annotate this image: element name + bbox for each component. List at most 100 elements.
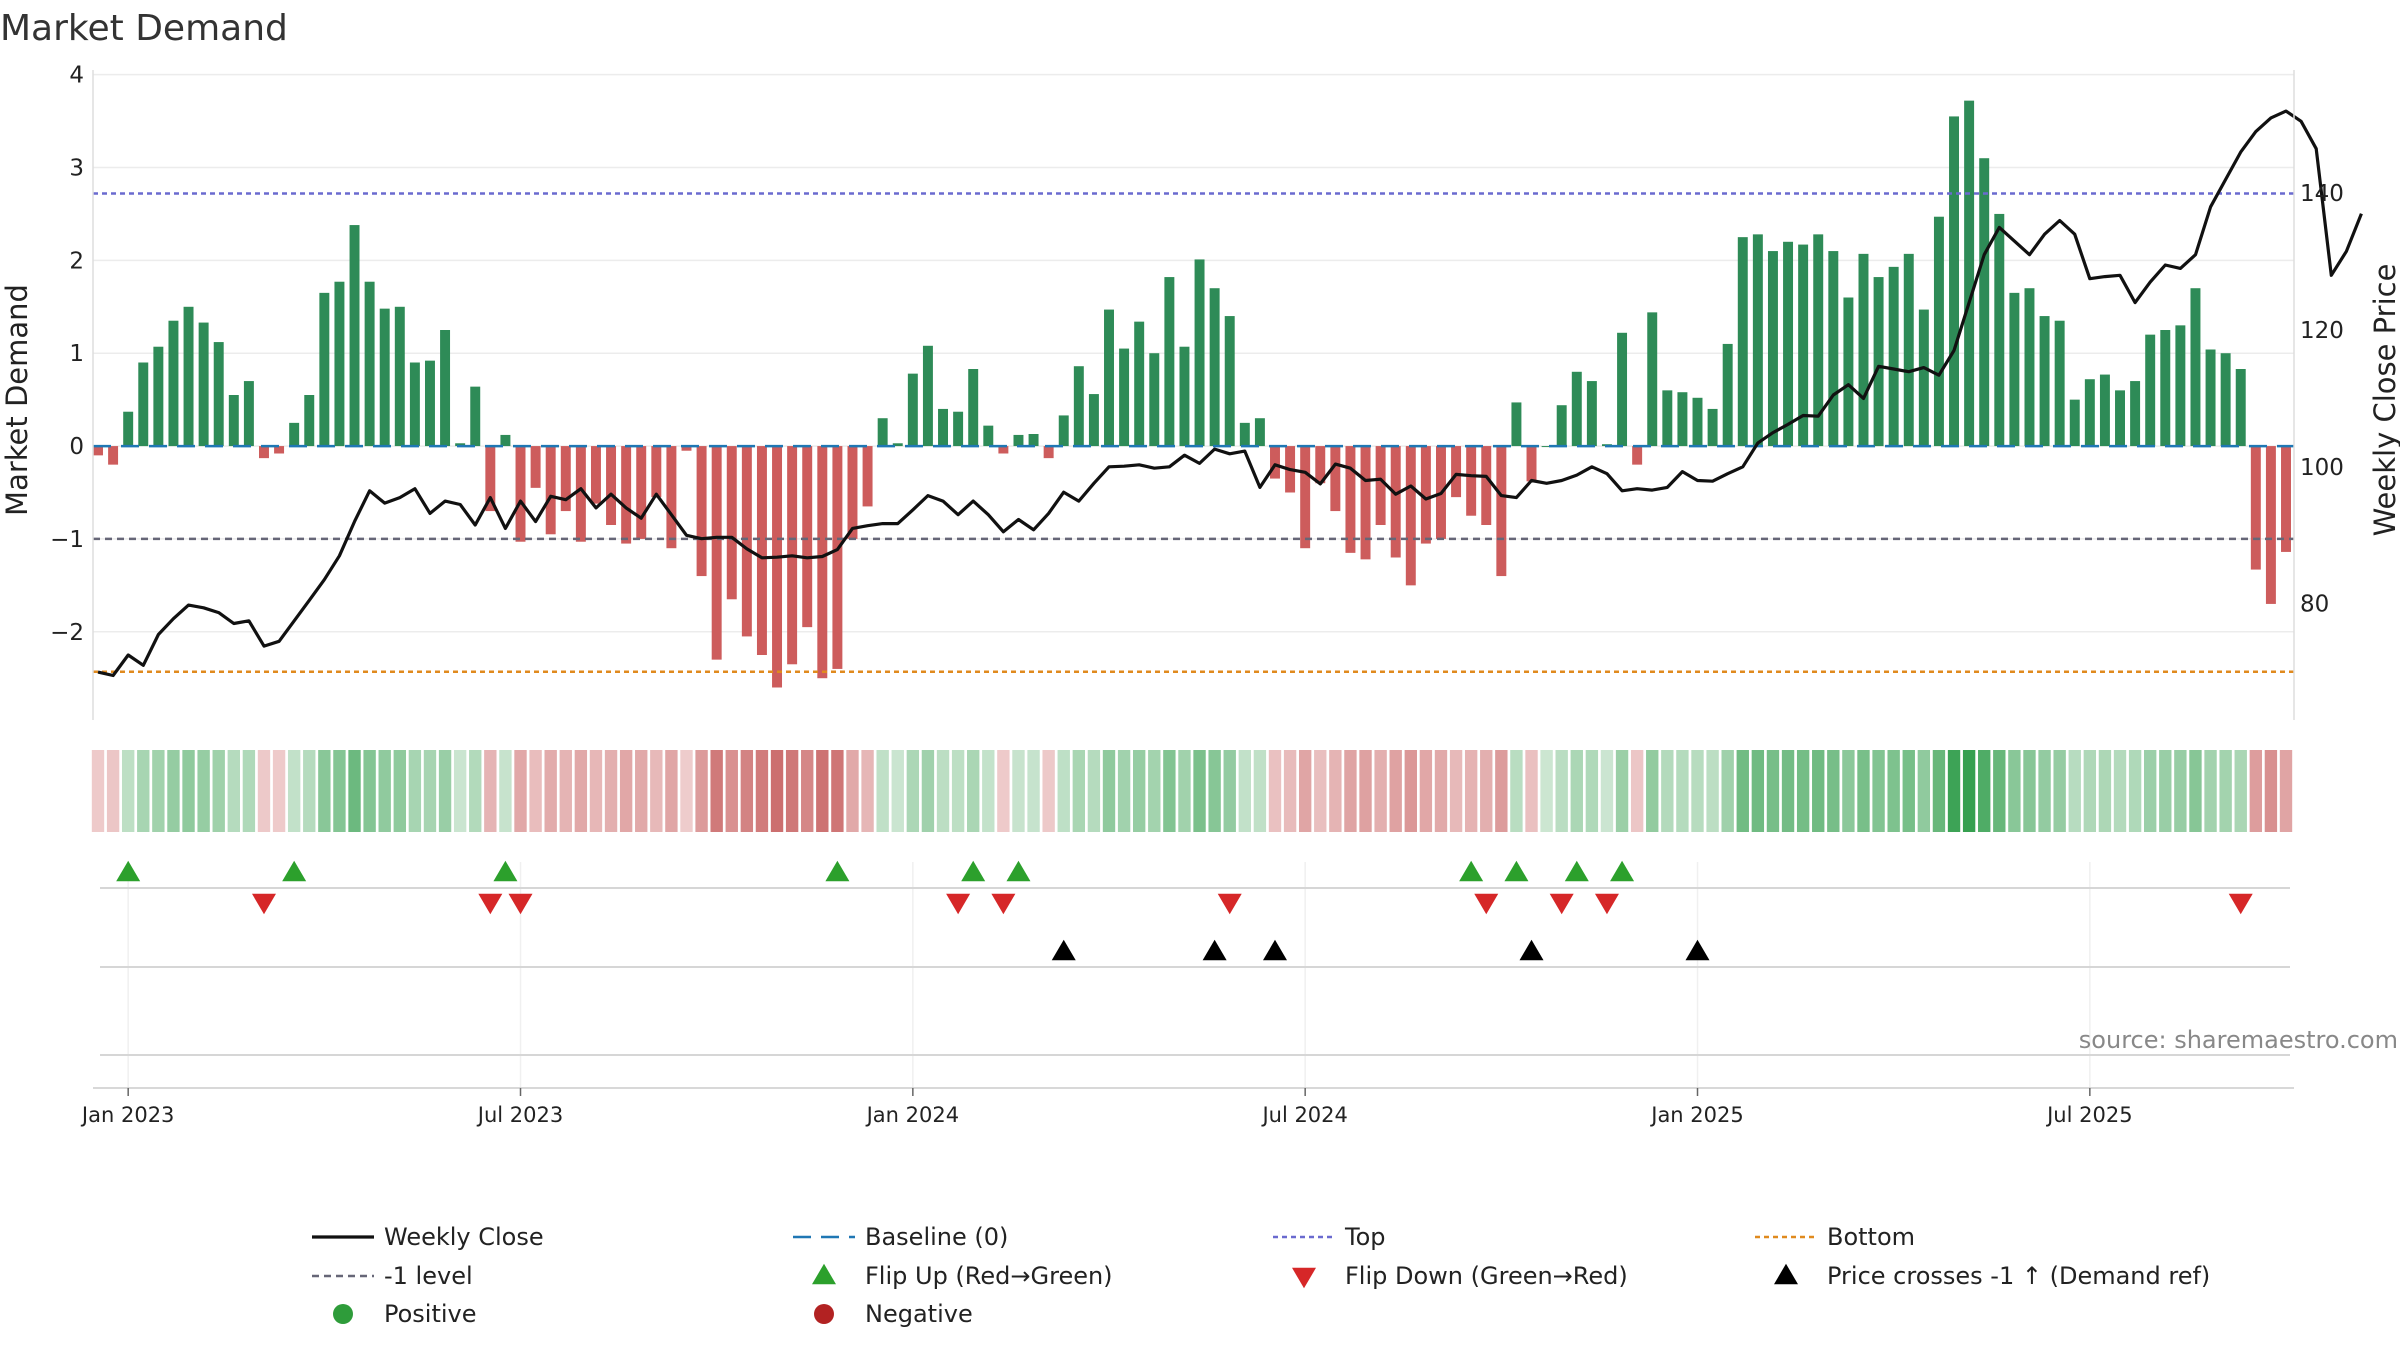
demand-bar — [1013, 434, 1024, 447]
heat-cell — [2204, 750, 2217, 832]
heat-cell — [1072, 750, 1086, 832]
demand-bar — [756, 446, 767, 655]
demand-bar — [741, 446, 752, 637]
heat-cell — [2113, 750, 2127, 832]
heat-cell — [121, 750, 135, 832]
heat-cell — [333, 750, 346, 832]
demand-bar — [696, 446, 707, 577]
legend-label: Price crosses -1 ↑ (Demand ref) — [1827, 1262, 2210, 1290]
heat-cell — [1268, 750, 1282, 832]
demand-bar — [862, 446, 873, 507]
heat-cell — [1374, 750, 1387, 832]
demand-bar — [289, 422, 300, 447]
demand-bar — [1360, 446, 1371, 560]
demand-bar — [1873, 277, 1884, 447]
y-tick-right: 100 — [2300, 455, 2344, 481]
heat-cell — [197, 750, 210, 832]
heat-cell — [348, 750, 361, 832]
demand-bar — [1315, 446, 1326, 484]
heat-cell — [2023, 750, 2036, 832]
heat-cell — [921, 750, 935, 832]
demand-bar — [1586, 381, 1597, 447]
x-tick-label: Jan 2024 — [865, 1103, 960, 1127]
heat-cell — [363, 750, 376, 832]
heat-cell — [514, 750, 527, 832]
heat-cell — [212, 750, 225, 832]
demand-bar — [1134, 321, 1145, 447]
heat-cell — [1223, 750, 1236, 832]
heat-cell — [1615, 750, 1629, 832]
heat-cell — [1042, 750, 1055, 832]
price-cross-marker — [1685, 939, 1710, 961]
demand-bar — [1088, 394, 1099, 447]
y-tick-left: 1 — [69, 341, 84, 367]
flip-down-marker — [478, 893, 503, 915]
demand-bar — [500, 434, 511, 447]
heat-cell — [1736, 750, 1749, 832]
weekly-close-line — [97, 109, 2363, 678]
price-series — [97, 109, 2363, 678]
heat-cell — [257, 750, 271, 832]
flip-up-marker — [1504, 860, 1529, 882]
x-tick-label: Jan 2025 — [1649, 1103, 1744, 1127]
demand-bar — [2115, 390, 2125, 447]
heat-cell — [1359, 750, 1372, 832]
demand-bar — [379, 308, 390, 447]
demand-bar — [1662, 390, 1673, 447]
demand-bar — [1617, 332, 1628, 447]
heat-cell — [1495, 750, 1508, 832]
heat-cell — [2264, 750, 2278, 832]
demand-bar — [1526, 446, 1537, 482]
heat-cell — [1600, 750, 1614, 832]
heat-cell — [680, 750, 693, 832]
demand-bar — [1556, 405, 1567, 447]
demand-bar — [123, 411, 134, 447]
demand-bar — [1692, 397, 1703, 447]
demand-bar — [1752, 234, 1763, 447]
heat-cell — [1464, 750, 1478, 832]
legend-label: Flip Down (Green→Red) — [1345, 1262, 1628, 1290]
flip-up-marker — [282, 860, 307, 882]
legend-item-flip-up: Flip Up (Red→Green) — [812, 1262, 1113, 1290]
demand-bar — [681, 446, 692, 451]
demand-bar — [274, 446, 285, 454]
heat-cell — [318, 750, 331, 832]
demand-bar — [1933, 216, 1944, 447]
demand-bar — [319, 292, 330, 447]
demand-bar — [1179, 346, 1190, 447]
demand-bar — [2069, 399, 2080, 447]
heat-cell — [2008, 750, 2021, 832]
heat-cell — [1751, 750, 1765, 832]
heat-cell — [227, 750, 240, 832]
demand-bar — [108, 446, 119, 465]
heat-cell — [1706, 750, 1719, 832]
demand-bar — [259, 446, 269, 459]
demand-bar — [1571, 371, 1582, 447]
y-tick-right: 140 — [2300, 181, 2344, 207]
flip-up-marker — [493, 860, 518, 882]
x-tick-label: Jul 2025 — [2045, 1103, 2132, 1127]
heat-cell — [1298, 750, 1312, 832]
demand-bar — [1903, 253, 1914, 447]
heat-cell — [695, 750, 708, 832]
heat-cell — [1314, 750, 1327, 832]
demand-bar — [1994, 213, 2005, 447]
demand-bar — [621, 446, 632, 544]
demand-bar — [2099, 374, 2110, 447]
heat-cell — [906, 750, 920, 832]
heat-cell — [1947, 750, 1961, 832]
heat-cell — [801, 750, 814, 832]
heat-cell — [469, 750, 482, 832]
heat-cell — [2038, 750, 2051, 832]
legend-item-weekly-close: Weekly Close — [312, 1223, 544, 1251]
flip-up-marker — [1610, 860, 1635, 882]
demand-bar — [1043, 446, 1054, 459]
heat-cell — [1208, 750, 1221, 832]
heat-cell — [1872, 750, 1885, 832]
y-tick-left: 2 — [69, 248, 84, 274]
heat-cell — [2053, 750, 2066, 832]
demand-bar — [2205, 349, 2216, 447]
demand-bar — [2281, 446, 2291, 552]
heat-cell — [499, 750, 512, 832]
